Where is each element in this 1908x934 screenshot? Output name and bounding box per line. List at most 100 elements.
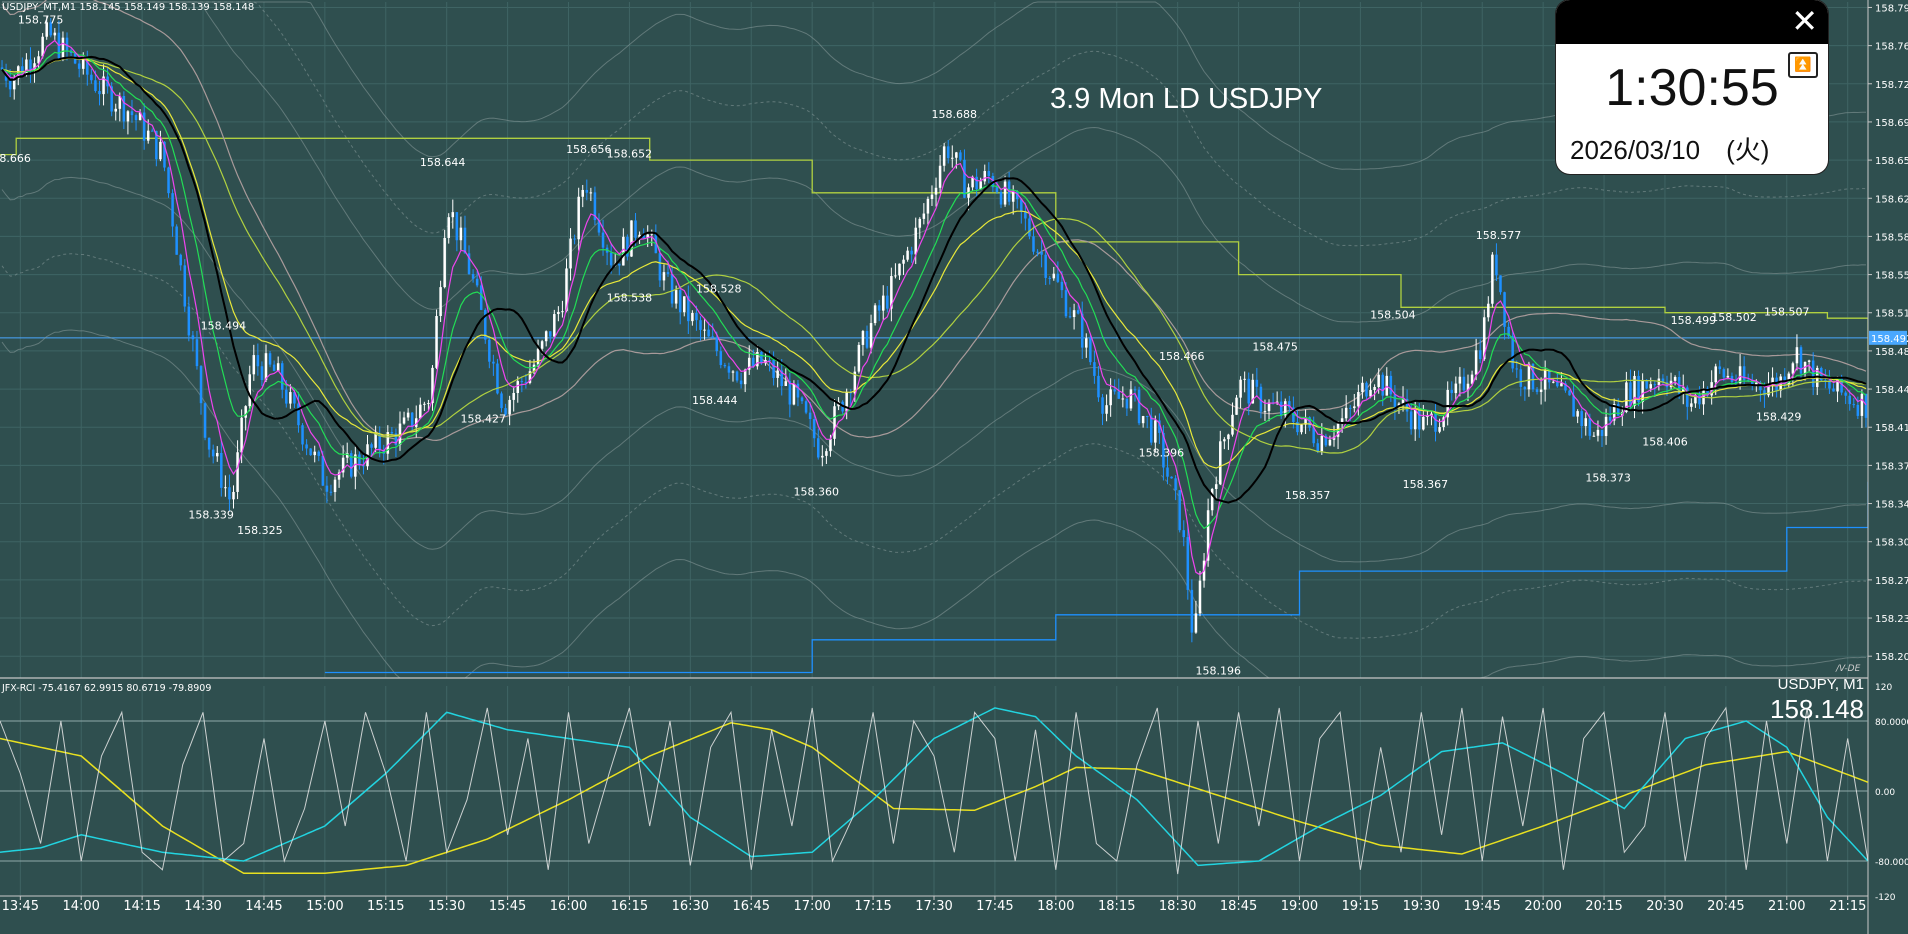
candle-body bbox=[471, 274, 475, 279]
candle-body bbox=[658, 253, 662, 281]
candle-body bbox=[1015, 191, 1019, 200]
price-tick-label: 158.585 bbox=[1875, 232, 1908, 243]
candle-body bbox=[666, 272, 670, 274]
candle-body bbox=[561, 311, 564, 313]
candle-body bbox=[1060, 281, 1064, 291]
candle-body bbox=[585, 189, 589, 193]
candle-body bbox=[488, 339, 491, 362]
rci-level-label: 0.00 bbox=[1875, 788, 1895, 798]
candle-body bbox=[577, 196, 580, 240]
candle-body bbox=[21, 66, 24, 75]
candle-body bbox=[1320, 435, 1324, 452]
time-tick-label: 15:45 bbox=[489, 899, 526, 914]
candle-body bbox=[959, 152, 962, 160]
candle-body bbox=[1580, 411, 1583, 427]
price-tick-label: 158.795 bbox=[1875, 3, 1908, 14]
candle-body bbox=[1552, 381, 1555, 383]
candle-body bbox=[1673, 377, 1677, 381]
ma-black-line bbox=[1, 55, 1867, 504]
candle-body bbox=[179, 254, 182, 266]
candle-body bbox=[1210, 488, 1214, 511]
candle-body bbox=[601, 232, 605, 248]
candle-body bbox=[341, 457, 345, 473]
candle-body bbox=[593, 192, 597, 221]
candle-body bbox=[1174, 478, 1177, 491]
time-tick-label: 16:15 bbox=[611, 899, 648, 914]
candle-body bbox=[780, 370, 783, 386]
candle-body bbox=[1535, 389, 1539, 392]
clock-widget[interactable]: ✕ ⏫ 1:30:55 2026/03/10 (火) bbox=[1556, 0, 1828, 174]
candle-body bbox=[17, 66, 20, 79]
price-axis: 158.795 158.760 158.725 158.690 158.655 158.6… bbox=[1867, 0, 1908, 934]
ma-lime-line bbox=[1, 56, 1867, 454]
envelope-band-line bbox=[1, 253, 1867, 639]
candle-body bbox=[1267, 402, 1271, 412]
candle-body bbox=[1052, 273, 1056, 279]
candle-body bbox=[354, 454, 357, 477]
candle-body bbox=[317, 451, 321, 456]
candle-body bbox=[1848, 395, 1851, 405]
candle-body bbox=[1300, 424, 1303, 433]
envelope-band-line bbox=[2, 1, 1867, 323]
candle-body bbox=[1491, 254, 1494, 304]
swing-label: 158.775 bbox=[18, 13, 64, 26]
candle-body bbox=[1393, 394, 1397, 408]
candle-body bbox=[711, 336, 714, 338]
clock-titlebar[interactable]: ✕ bbox=[1556, 0, 1828, 44]
close-icon[interactable]: ✕ bbox=[1791, 2, 1818, 40]
candle-body bbox=[565, 268, 568, 312]
candle-body bbox=[1734, 381, 1738, 383]
candle-body bbox=[94, 80, 97, 91]
candle-body bbox=[955, 152, 958, 158]
candle-body bbox=[1149, 416, 1153, 443]
time-tick-label: 17:45 bbox=[976, 899, 1013, 914]
candle-body bbox=[979, 181, 982, 190]
candle-body bbox=[500, 393, 503, 409]
candle-body bbox=[703, 329, 706, 331]
candle-body bbox=[195, 339, 199, 367]
candle-body bbox=[540, 341, 544, 349]
candle-body bbox=[687, 296, 690, 322]
candle-body bbox=[1446, 389, 1449, 418]
candle-body bbox=[1255, 379, 1259, 387]
candle-body bbox=[118, 96, 122, 109]
candle-body bbox=[309, 448, 312, 456]
candle-body bbox=[670, 273, 674, 304]
candle-body bbox=[695, 312, 698, 321]
candle-body bbox=[1137, 389, 1141, 424]
candle-body bbox=[215, 452, 219, 457]
swing-label: 158.528 bbox=[696, 283, 742, 296]
candle-body bbox=[1328, 439, 1332, 446]
price-tick-label: 158.270 bbox=[1875, 576, 1908, 587]
clock-time: 1:30:55 bbox=[1605, 59, 1779, 117]
candle-body bbox=[557, 311, 560, 315]
time-tick-label: 21:00 bbox=[1768, 899, 1805, 914]
candle-body bbox=[268, 353, 272, 365]
swing-label: 158.644 bbox=[420, 156, 466, 169]
time-tick-label: 20:45 bbox=[1707, 899, 1744, 914]
candle-body bbox=[609, 252, 613, 266]
price-tick-label: 158.410 bbox=[1875, 423, 1908, 434]
candle-body bbox=[423, 403, 426, 405]
candle-body bbox=[419, 404, 422, 419]
candle-body bbox=[1361, 382, 1364, 393]
swing-label: 158.475 bbox=[1252, 340, 1298, 353]
candle-body bbox=[881, 295, 885, 311]
candle-body bbox=[622, 236, 625, 266]
candle-body bbox=[1665, 382, 1669, 388]
candle-body bbox=[1117, 391, 1121, 399]
candle-body bbox=[1543, 370, 1547, 390]
candles bbox=[0, 16, 1868, 643]
swing-label: 158.504 bbox=[1370, 309, 1416, 322]
candle-body bbox=[975, 176, 978, 190]
candle-body bbox=[756, 352, 759, 367]
candle-body bbox=[459, 227, 463, 241]
envelope-band-line bbox=[1, 176, 1867, 563]
time-axis: 13:45 14:00 14:15 14:30 14:45 15:00 15:15 15:30… bbox=[0, 677, 1868, 914]
candle-body bbox=[808, 412, 812, 420]
candle-body bbox=[1751, 380, 1754, 386]
candle-body bbox=[528, 371, 532, 383]
candle-body bbox=[520, 381, 524, 383]
candle-body bbox=[1198, 580, 1202, 614]
pin-icon[interactable]: ⏫ bbox=[1788, 52, 1818, 78]
